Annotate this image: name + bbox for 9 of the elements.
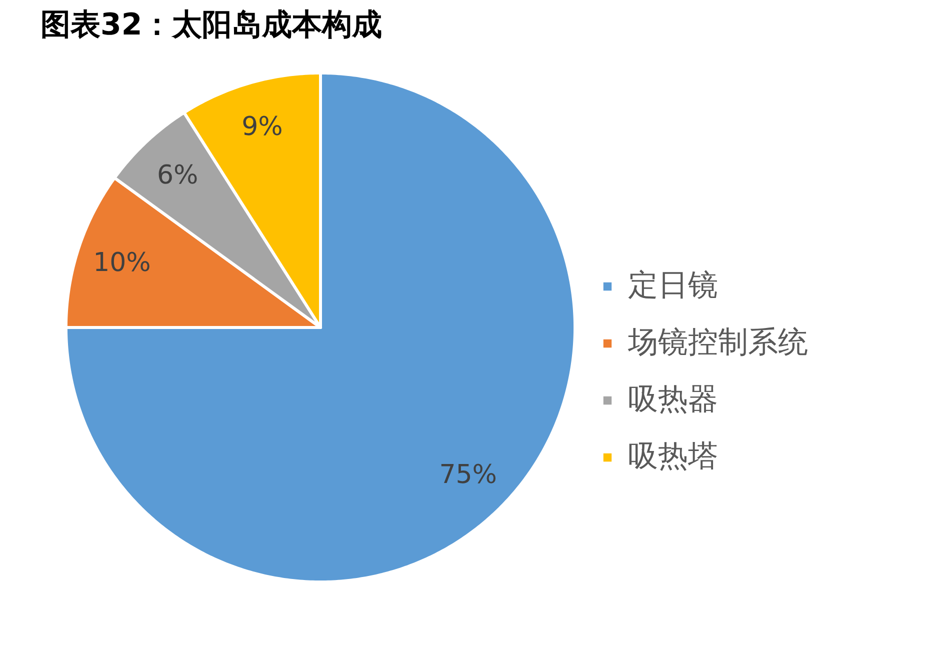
legend-label: 吸热器: [628, 381, 718, 419]
legend-label: 定日镜: [628, 267, 718, 305]
legend-label: 吸热塔: [628, 438, 718, 476]
data-label: 9%: [242, 112, 283, 142]
legend-label: 场镜控制系统: [628, 324, 808, 362]
data-label: 6%: [156, 160, 198, 190]
chart-title: 图表32：太阳岛成本构成: [40, 8, 382, 42]
data-label: 10%: [93, 248, 151, 278]
data-label: 75%: [439, 460, 497, 490]
